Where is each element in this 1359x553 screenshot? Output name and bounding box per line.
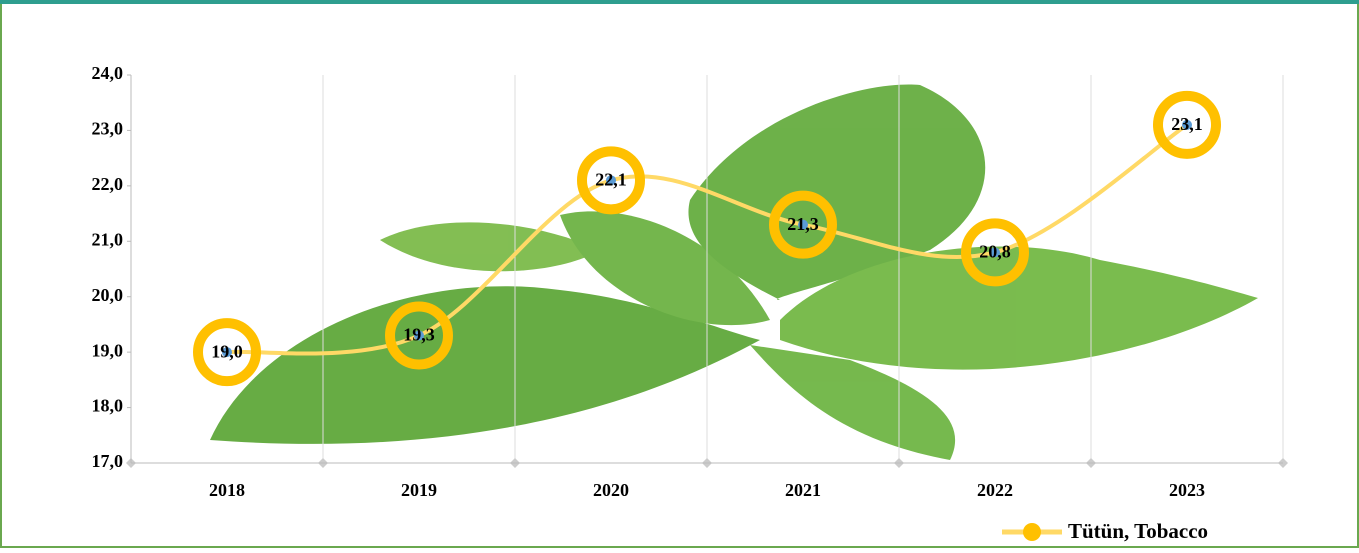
x-tick-label: 2020: [593, 480, 629, 500]
x-tick-label: 2023: [1169, 480, 1205, 500]
value-label: 19,3: [403, 325, 435, 345]
y-tick-label: 23,0: [92, 119, 124, 139]
page: {"chart_data": {"type": "line", "categor…: [0, 0, 1359, 548]
y-tick-label: 20,0: [92, 285, 124, 305]
y-tick-label: 24,0: [92, 63, 124, 83]
x-tick-label: 2021: [785, 480, 821, 500]
y-tick-label: 19,0: [92, 340, 124, 360]
y-tick-label: 18,0: [92, 396, 124, 416]
top-strip: [0, 0, 1359, 4]
y-tick-label: 21,0: [92, 229, 124, 249]
chart: 17,0 18,0 19,0 20,0 21,0 22,0 23,0 24,0 2018 2019…: [0, 0, 1359, 548]
x-tick-label: 2022: [977, 480, 1013, 500]
value-label: 21,3: [787, 214, 819, 234]
value-label: 20,8: [979, 241, 1011, 261]
value-label: 19,0: [211, 341, 243, 361]
x-tick-label: 2019: [401, 480, 437, 500]
leaf-background: [210, 84, 1258, 460]
x-tick-label: 2018: [209, 480, 245, 500]
y-tick-label: 22,0: [92, 174, 124, 194]
y-tick-label: 17,0: [92, 451, 124, 471]
value-label: 22,1: [595, 169, 627, 189]
legend-label: Tütün, Tobacco: [1068, 519, 1208, 543]
legend-marker: [1023, 523, 1041, 541]
value-label: 23,1: [1171, 114, 1203, 134]
